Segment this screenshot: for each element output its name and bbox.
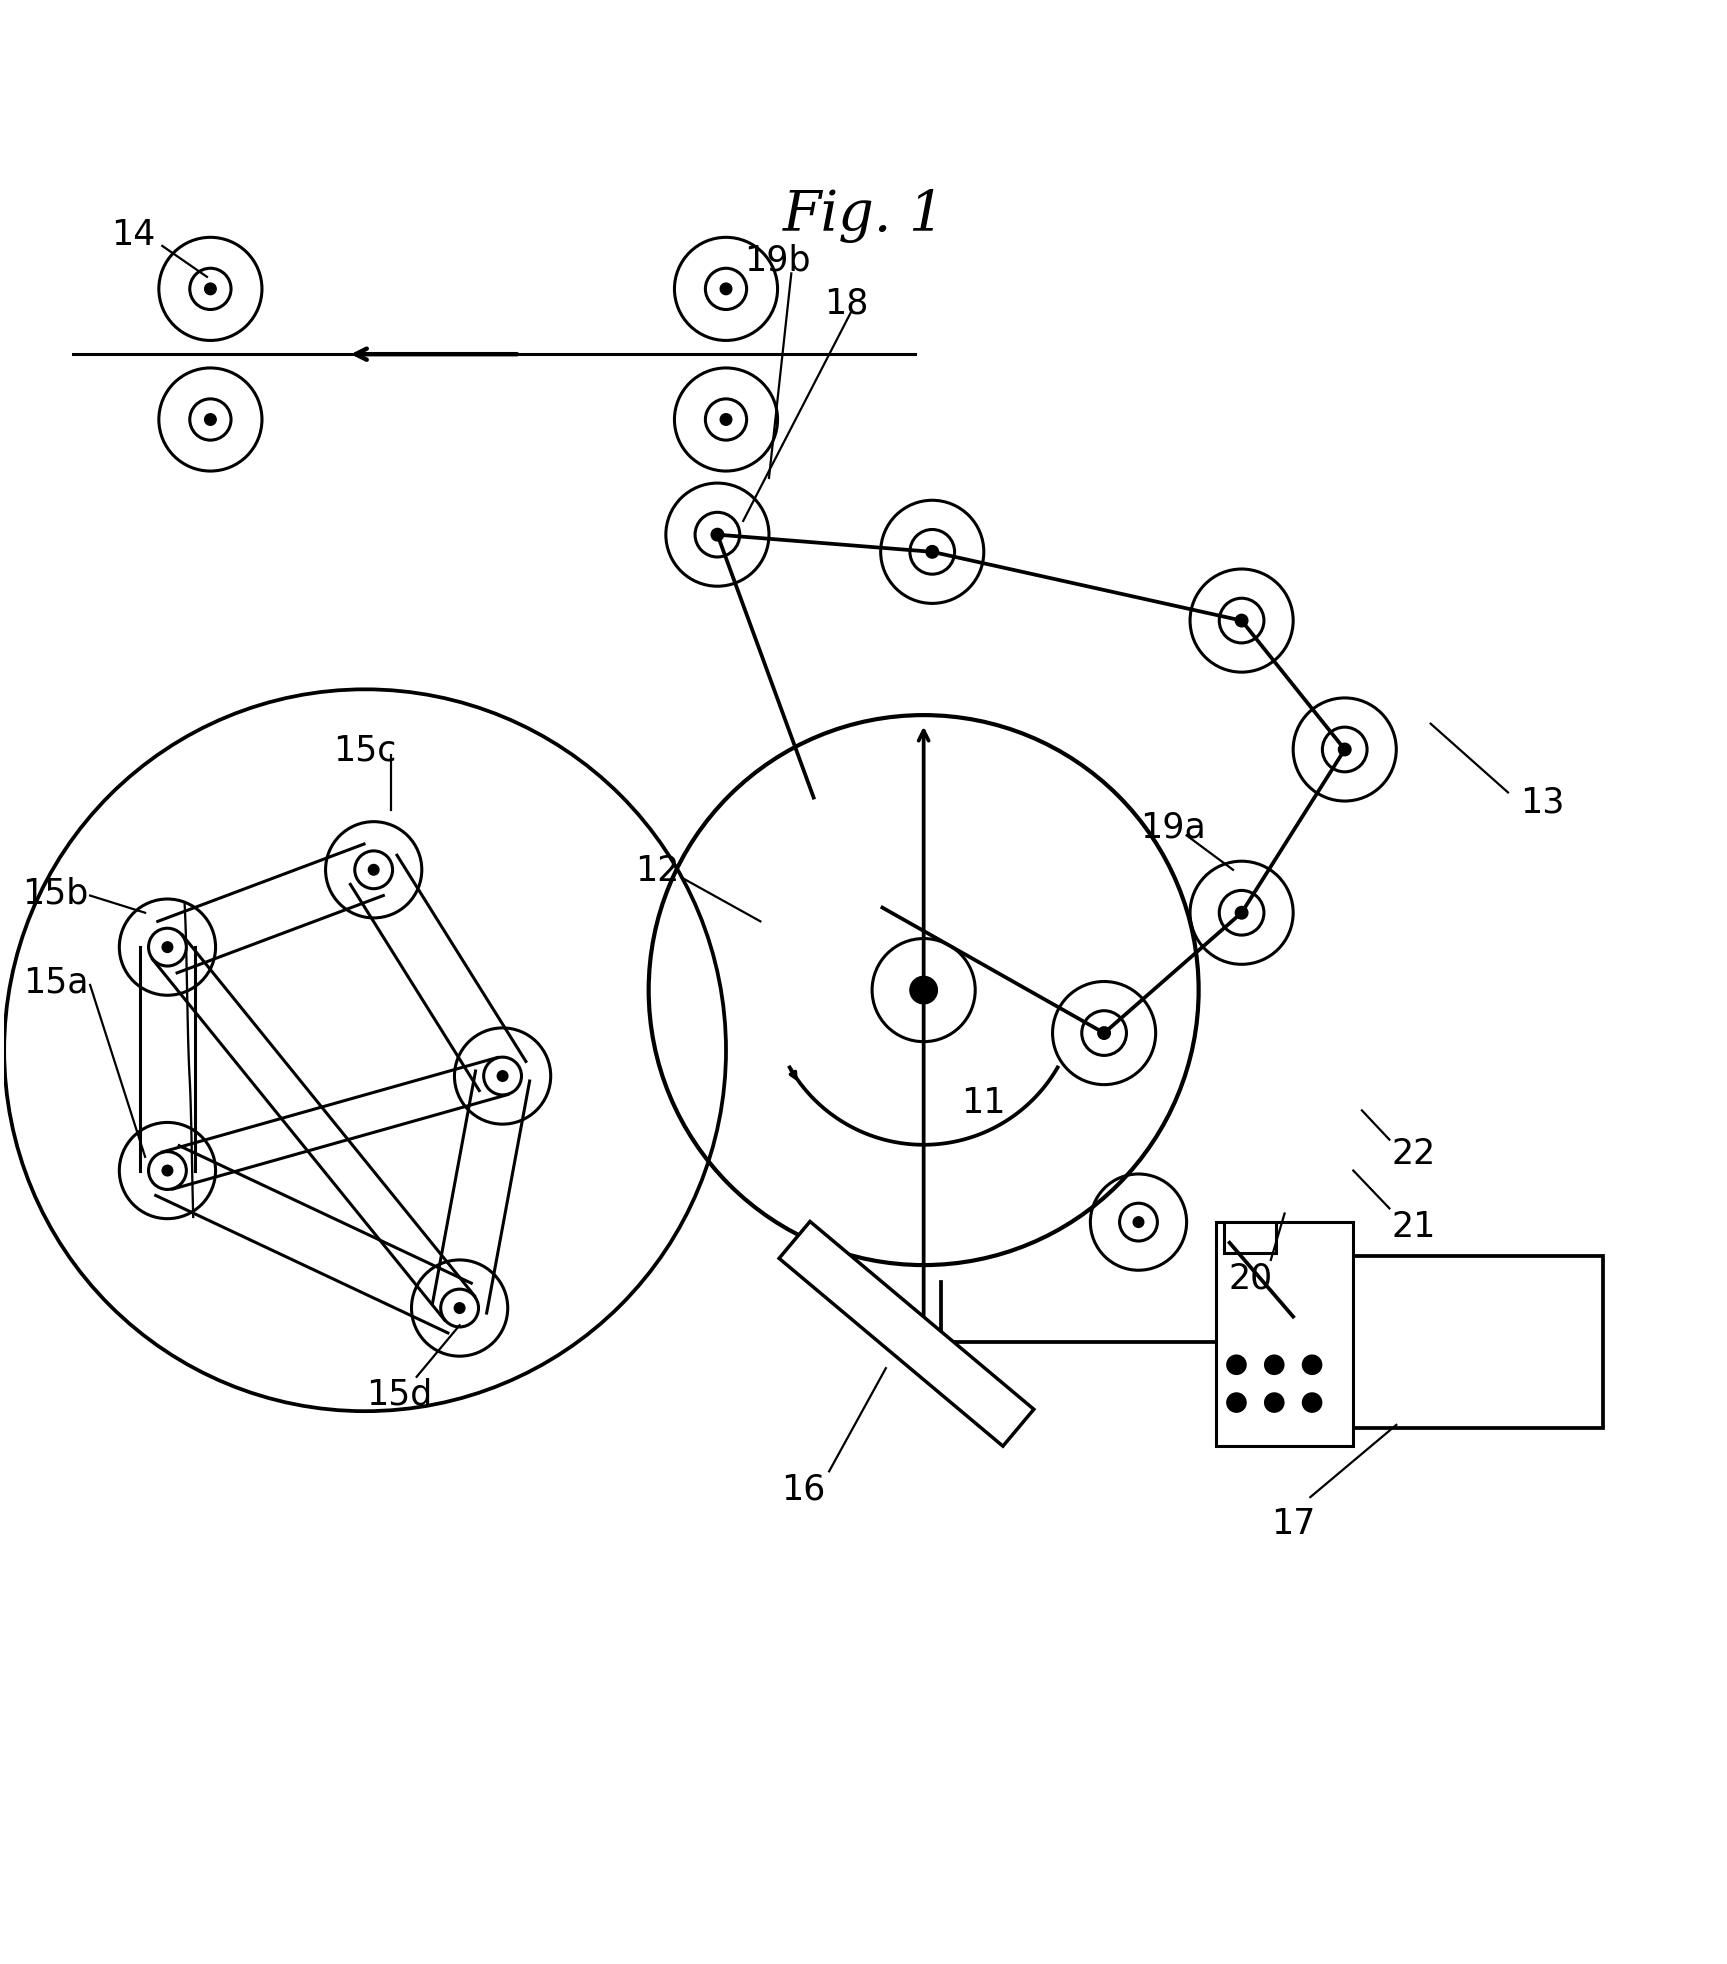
Bar xyxy=(1216,1222,1354,1446)
Text: 15b: 15b xyxy=(22,876,88,909)
Circle shape xyxy=(1226,1392,1247,1414)
Text: 19b: 19b xyxy=(744,244,812,277)
Bar xyxy=(1311,1257,1603,1428)
Circle shape xyxy=(712,528,724,542)
Text: 15c: 15c xyxy=(333,733,397,768)
Circle shape xyxy=(497,1070,508,1082)
Circle shape xyxy=(1302,1355,1323,1375)
Polygon shape xyxy=(779,1222,1034,1446)
Circle shape xyxy=(1133,1218,1143,1228)
Text: 13: 13 xyxy=(1520,786,1565,819)
Circle shape xyxy=(1235,907,1249,919)
Text: 11: 11 xyxy=(962,1086,1007,1119)
Circle shape xyxy=(1098,1027,1110,1039)
Text: 15a: 15a xyxy=(22,964,88,1000)
Circle shape xyxy=(720,414,732,426)
Circle shape xyxy=(1338,744,1351,756)
Circle shape xyxy=(368,864,378,876)
Bar xyxy=(1224,1222,1276,1253)
Circle shape xyxy=(1264,1392,1285,1414)
Circle shape xyxy=(162,1167,173,1176)
Circle shape xyxy=(204,285,216,295)
Circle shape xyxy=(1226,1355,1247,1375)
Text: 18: 18 xyxy=(824,287,869,320)
Circle shape xyxy=(720,285,732,295)
Circle shape xyxy=(1264,1355,1285,1375)
Circle shape xyxy=(926,546,938,560)
Circle shape xyxy=(1302,1392,1323,1414)
Text: 14: 14 xyxy=(111,218,155,251)
Text: 20: 20 xyxy=(1228,1261,1273,1294)
Text: Fig. 1: Fig. 1 xyxy=(782,189,945,244)
Text: 12: 12 xyxy=(636,852,679,888)
Text: 16: 16 xyxy=(781,1471,826,1506)
Circle shape xyxy=(162,943,173,953)
Text: 19a: 19a xyxy=(1140,811,1205,845)
Text: 17: 17 xyxy=(1271,1506,1316,1540)
Text: 21: 21 xyxy=(1392,1210,1435,1243)
Text: 15d: 15d xyxy=(366,1377,432,1412)
Circle shape xyxy=(204,414,216,426)
Text: 22: 22 xyxy=(1392,1137,1435,1171)
Circle shape xyxy=(908,976,938,1006)
Circle shape xyxy=(1235,615,1249,628)
Circle shape xyxy=(454,1302,465,1314)
